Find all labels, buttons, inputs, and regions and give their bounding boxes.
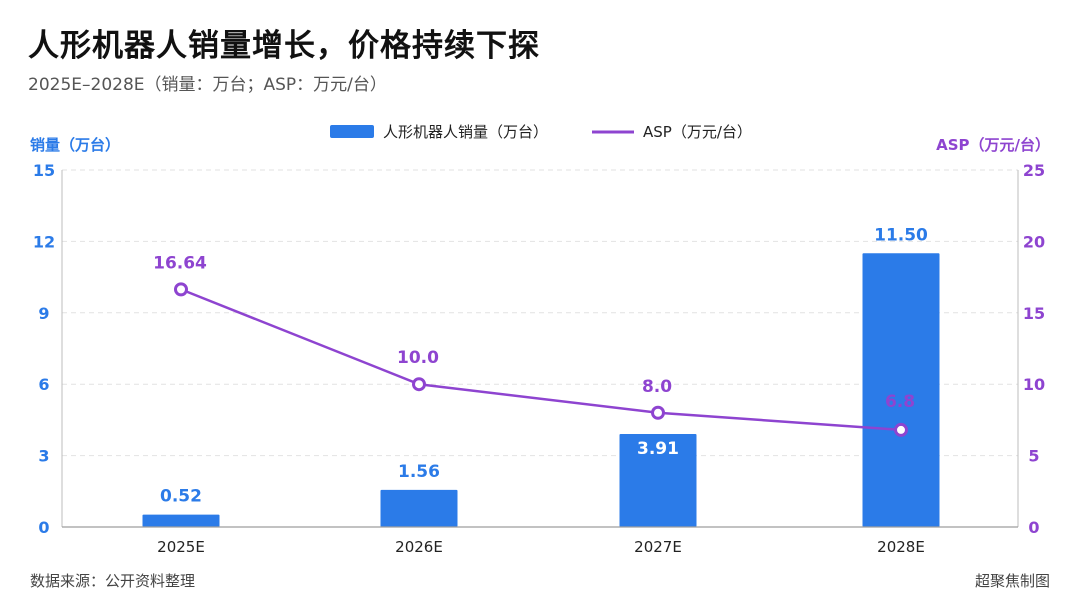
y-left-axis-title: 销量（万台） bbox=[30, 136, 120, 154]
bar bbox=[862, 253, 940, 528]
credit-note: 超聚焦制图 bbox=[974, 572, 1050, 590]
line-point bbox=[651, 405, 665, 420]
bar bbox=[380, 489, 458, 527]
axes: 0 3 6 9 12 15 0 5 10 15 20 25 销量（万台） ASP（万元/台） 2025E 20… bbox=[30, 136, 1050, 556]
y-left-tick-label: 9 bbox=[38, 304, 49, 323]
data-labels: 0.52 1.56 3.91 11.50 16.64 10.0 8.0 6.8 bbox=[153, 225, 928, 506]
line-point bbox=[412, 377, 426, 392]
y-left-tick-label: 12 bbox=[33, 232, 55, 251]
chart-subtitle: 2025E–2028E（销量：万台；ASP：万元/台） bbox=[28, 75, 387, 95]
x-tick-label: 2027E bbox=[634, 538, 682, 556]
y-left-tick-label: 3 bbox=[38, 447, 49, 466]
source-note: 数据来源：公开资料整理 bbox=[30, 572, 196, 590]
x-tick-label: 2028E bbox=[877, 538, 925, 556]
y-right-axis-title: ASP（万元/台） bbox=[936, 136, 1050, 154]
bar-data-label: 0.52 bbox=[160, 487, 202, 507]
legend-label-asp: ASP（万元/台） bbox=[643, 123, 752, 141]
y-right-tick-label: 20 bbox=[1023, 232, 1045, 251]
y-left-tick-label: 6 bbox=[38, 375, 49, 394]
line-data-label: 8.0 bbox=[642, 377, 672, 397]
bar-data-label: 11.50 bbox=[874, 225, 928, 245]
line-point bbox=[894, 422, 908, 437]
line-series bbox=[174, 282, 908, 437]
asp-line bbox=[180, 288, 902, 432]
bar bbox=[619, 433, 697, 527]
gridlines bbox=[62, 169, 1018, 457]
x-tick-label: 2026E bbox=[395, 538, 443, 556]
bar-data-label: 3.91 bbox=[637, 439, 679, 459]
legend: 人形机器人销量（万台） ASP（万元/台） bbox=[330, 123, 752, 141]
line-data-label: 10.0 bbox=[397, 348, 439, 368]
y-right-tick-label: 25 bbox=[1023, 161, 1045, 180]
line-data-label: 16.64 bbox=[153, 253, 207, 273]
y-right-tick-label: 10 bbox=[1023, 375, 1045, 394]
y-right-tick-label: 0 bbox=[1028, 518, 1039, 537]
y-left-tick-label: 15 bbox=[33, 161, 55, 180]
legend-label-sales: 人形机器人销量（万台） bbox=[383, 123, 548, 141]
y-left-tick-label: 0 bbox=[38, 518, 49, 537]
x-tick-label: 2025E bbox=[157, 538, 205, 556]
line-point bbox=[174, 282, 188, 297]
bar bbox=[142, 514, 220, 527]
bar-data-label: 1.56 bbox=[398, 462, 440, 482]
bar-series bbox=[142, 253, 940, 528]
line-data-label: 6.8 bbox=[885, 392, 915, 412]
legend-swatch-bar bbox=[330, 125, 374, 138]
y-right-tick-label: 15 bbox=[1023, 304, 1045, 323]
y-right-tick-label: 5 bbox=[1028, 447, 1039, 466]
chart-title: 人形机器人销量增长，价格持续下探 bbox=[28, 28, 540, 64]
